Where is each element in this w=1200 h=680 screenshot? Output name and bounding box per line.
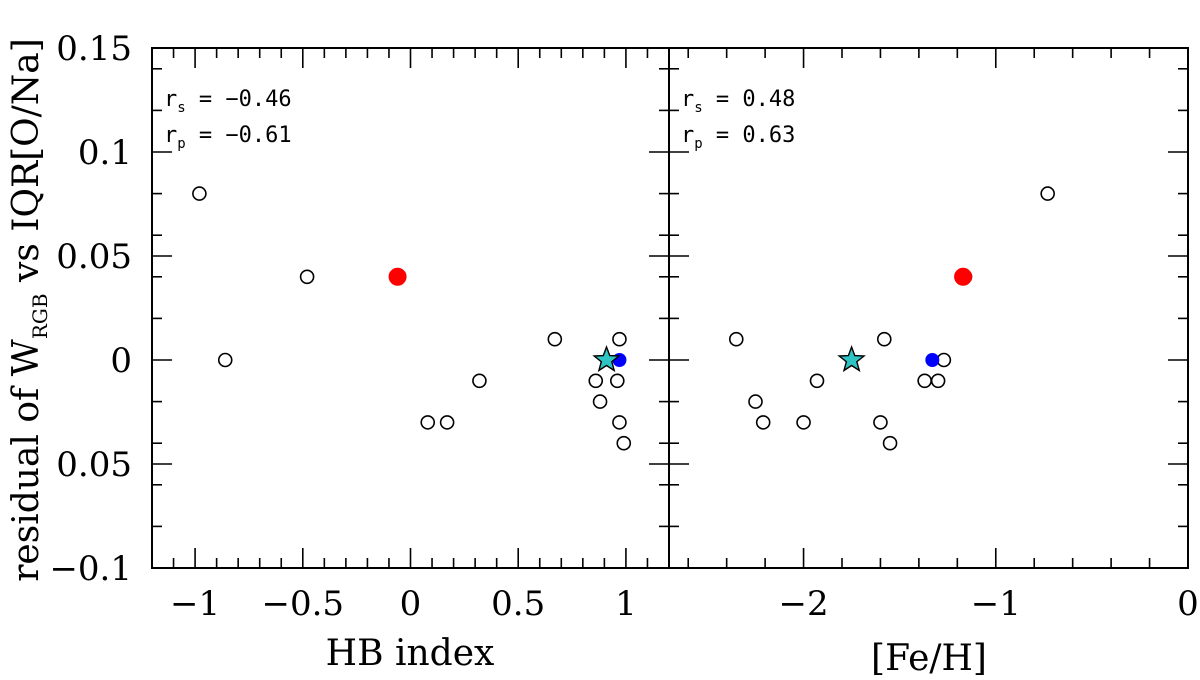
x-tick-label: −1: [170, 584, 220, 624]
open-circle-point: [439, 415, 455, 430]
y-axis-title: residual of WRGB vs IQR[O/Na]: [6, 38, 52, 582]
y-axis-title-subscript: RGB: [28, 293, 52, 339]
spearman-subscript: s: [177, 100, 185, 116]
spearman-stat: rs = −0.46: [164, 87, 292, 116]
blue-filled-point: [925, 353, 940, 367]
open-circle-point: [588, 373, 604, 389]
x-tick-label: −0.5: [262, 584, 345, 624]
axis-ticks: [152, 48, 1188, 568]
x-axis-title-left: HB index: [326, 633, 495, 674]
x-tick-label: −1: [971, 584, 1021, 624]
star-marker-point: [837, 344, 866, 373]
open-circle-point: [420, 415, 436, 430]
x-tick-label: 1: [615, 584, 637, 624]
open-circle-point: [592, 394, 608, 409]
open-circle-point: [299, 269, 315, 285]
spearman-stat: rs = 0.48: [681, 87, 795, 116]
panel-frames: [151, 47, 1189, 569]
star-marker-point: [592, 345, 621, 373]
spearman-symbol: r: [681, 87, 694, 112]
red-filled-point: [388, 267, 407, 286]
data-points: [192, 186, 1055, 451]
spearman-value: = −0.46: [186, 87, 292, 112]
open-circle-point: [609, 373, 625, 389]
y-axis-title-rest: vs IQR[O/Na]: [6, 38, 47, 293]
pearson-subscript: p: [694, 136, 702, 152]
x-axis-title-right: [Fe/H]: [871, 638, 987, 679]
open-circle-point: [882, 435, 898, 451]
x-tick-label: 0: [400, 584, 422, 624]
open-circle-point: [1040, 186, 1055, 201]
open-circle-point: [809, 373, 825, 389]
open-circle-point: [917, 373, 932, 389]
open-circle-point: [876, 331, 892, 347]
spearman-subscript: s: [694, 100, 702, 116]
open-circle-point: [612, 331, 627, 347]
open-circle-point: [472, 373, 487, 389]
y-tick-label: 0.05: [56, 445, 132, 485]
y-axis-title-main: residual of W: [6, 339, 47, 582]
open-circle-point: [616, 435, 632, 451]
spearman-symbol: r: [164, 87, 177, 112]
open-circle-point: [612, 415, 627, 430]
tick-labels: −1 −0.5 0 0.5 1 −2 −1 0 0.15 0.1 0.05 0 0.05 −0.1: [49, 29, 1198, 624]
pearson-value: = 0.63: [703, 123, 796, 148]
open-circle-point: [873, 415, 888, 430]
y-tick-label: −0.1: [49, 549, 132, 589]
open-circle-point: [796, 415, 811, 430]
pearson-symbol: r: [681, 123, 694, 148]
x-tick-label: −2: [778, 584, 828, 624]
y-tick-label: 0.05: [56, 237, 132, 277]
pearson-stat: rp = −0.61: [164, 123, 292, 152]
panel-frame-2: [668, 47, 1189, 569]
open-circle-point: [547, 331, 563, 347]
y-tick-label: 0.15: [56, 29, 132, 69]
x-tick-label: 0: [1177, 584, 1199, 624]
spearman-value: = 0.48: [703, 87, 796, 112]
open-circle-point: [930, 373, 946, 389]
x-tick-label: 0.5: [491, 584, 545, 624]
open-circle-point: [217, 352, 233, 368]
red-filled-point: [954, 267, 973, 286]
pearson-subscript: p: [177, 136, 185, 152]
pearson-symbol: r: [164, 123, 177, 148]
y-tick-label: 0.1: [78, 133, 132, 173]
y-tick-label: 0: [110, 341, 132, 381]
pearson-value: = −0.61: [186, 123, 292, 148]
open-circle-point: [192, 186, 207, 201]
open-circle-point: [748, 394, 763, 409]
pearson-stat: rp = 0.63: [681, 123, 795, 152]
open-circle-point: [755, 415, 771, 430]
open-circle-point: [728, 331, 744, 347]
